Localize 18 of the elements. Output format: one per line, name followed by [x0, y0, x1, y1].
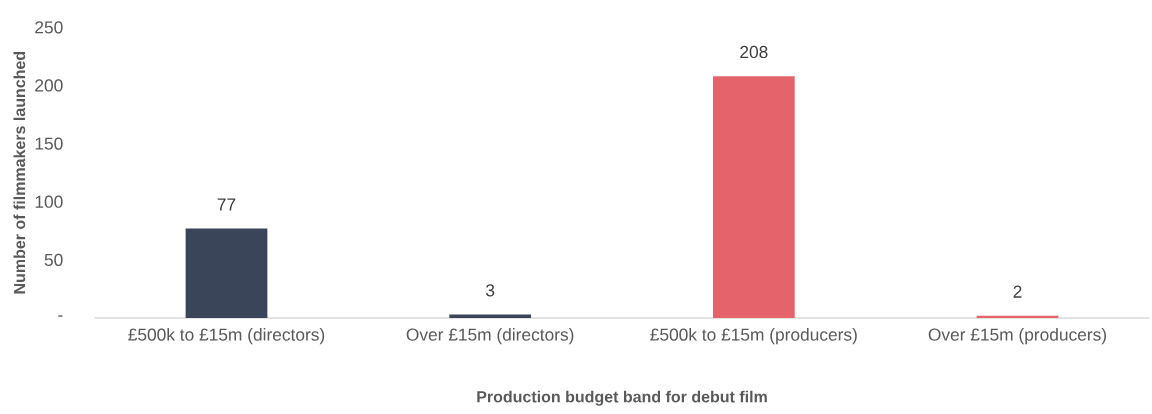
y-tick-label: 50 [44, 253, 63, 266]
data-label: 77 [217, 198, 236, 211]
x-tick-label: £500k to £15m (producers) [650, 328, 857, 345]
x-tick-label: £500k to £15m (directors) [128, 328, 325, 345]
x-axis-title: Production budget band for debut film [477, 390, 767, 406]
data-label: 3 [486, 284, 495, 297]
bar [712, 76, 795, 318]
y-tick-label: 150 [35, 137, 63, 150]
y-tick-label: 250 [35, 21, 63, 34]
y-tick-label: 200 [35, 79, 63, 92]
x-tick-label: Over £15m (producers) [928, 328, 1106, 345]
y-tick-label: 100 [35, 195, 63, 208]
bar [185, 228, 268, 318]
data-label: 2 [1013, 285, 1022, 298]
data-label: 208 [740, 45, 768, 59]
y-axis-title: Number of filmmakers launched [13, 51, 26, 294]
x-tick-label: Over £15m (directors) [406, 328, 574, 345]
y-tick-label: - [58, 315, 63, 317]
